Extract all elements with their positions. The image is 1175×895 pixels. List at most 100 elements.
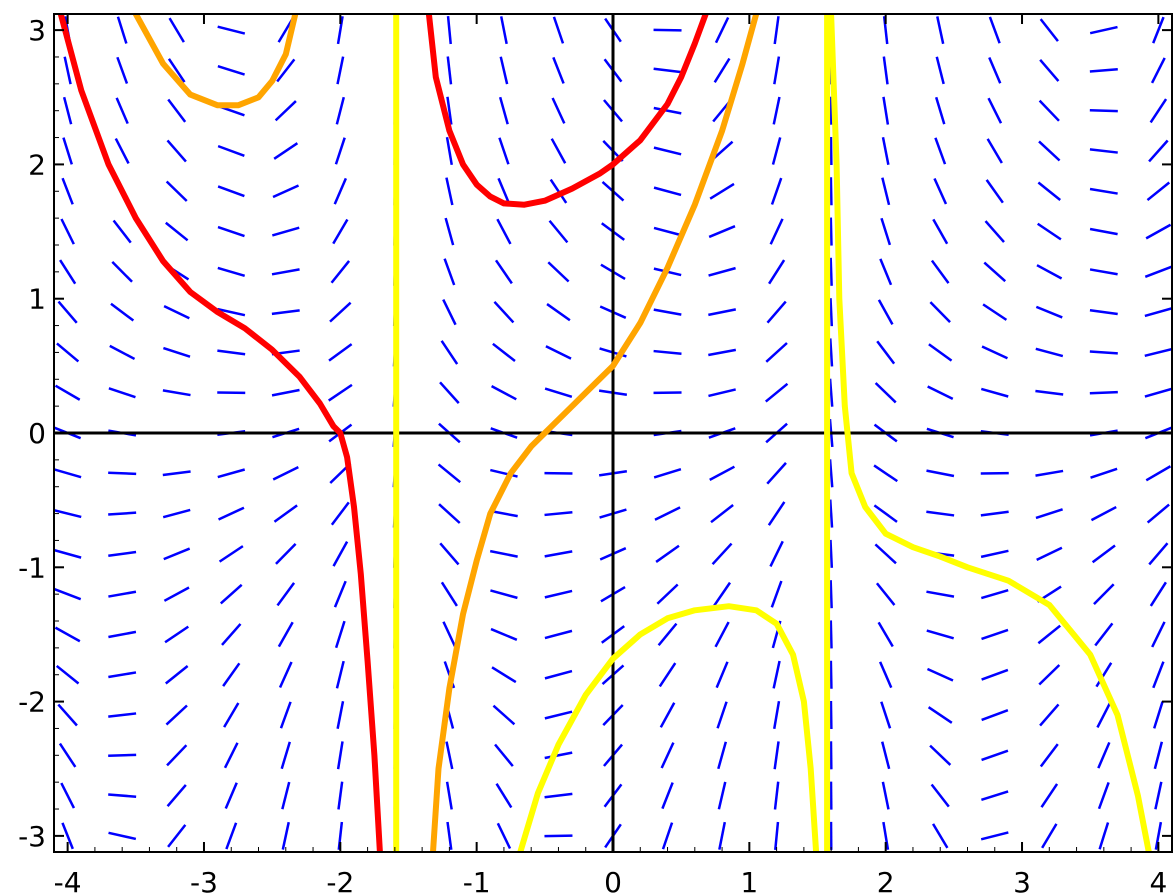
slope-segment xyxy=(163,586,190,602)
slope-segment xyxy=(1089,227,1118,236)
slope-segment xyxy=(489,509,518,518)
slope-segment xyxy=(981,708,1009,722)
slope-segment xyxy=(437,463,462,484)
slope-segment xyxy=(54,626,81,643)
slope-segment xyxy=(876,340,896,365)
slope-segment xyxy=(115,97,129,125)
slope-segment xyxy=(774,821,780,850)
slope-segment xyxy=(661,782,674,810)
slope-segment xyxy=(337,821,344,850)
slope-segment xyxy=(496,822,512,850)
slope-segment xyxy=(281,781,291,810)
slope-segment xyxy=(659,702,676,728)
slope-segment xyxy=(62,137,74,165)
slope-segment xyxy=(928,343,953,362)
solution-curve-3-segment-4 xyxy=(828,14,1152,852)
slope-segment xyxy=(708,308,737,317)
slope-segment xyxy=(981,668,1009,681)
slope-segment xyxy=(494,259,513,285)
slope-segment xyxy=(439,381,460,404)
slope-segment xyxy=(549,178,568,204)
slope-segment xyxy=(1091,544,1116,564)
slope-segment xyxy=(980,589,1009,600)
slope-segment xyxy=(445,741,454,770)
slope-segment xyxy=(1089,268,1118,276)
slope-segment xyxy=(873,464,898,483)
slope-segment xyxy=(544,550,573,558)
slope-segment xyxy=(981,628,1009,641)
slope-segment xyxy=(926,590,955,598)
slope-segment xyxy=(446,821,453,850)
slope-segment xyxy=(934,96,946,125)
slope-segment xyxy=(1144,347,1172,357)
slope-segment xyxy=(874,543,897,565)
slope-segment xyxy=(653,67,682,74)
slope-segment xyxy=(58,742,77,768)
slope-segment xyxy=(708,348,737,357)
slope-segment xyxy=(1152,661,1165,689)
slope-segment xyxy=(217,25,246,35)
slope-segment xyxy=(880,217,892,246)
slope-segment xyxy=(709,465,736,481)
slope-segment xyxy=(773,781,780,810)
slope-segment xyxy=(493,300,515,324)
slope-segment xyxy=(653,349,682,356)
slope-segment xyxy=(225,822,238,850)
slope-segment xyxy=(708,266,736,277)
slope-segment xyxy=(766,300,787,324)
slope-segment xyxy=(328,383,353,402)
solution-curves xyxy=(57,14,1152,852)
slope-segment xyxy=(1039,58,1060,82)
solution-curve-2-segment-2 xyxy=(430,14,760,852)
slope-segment xyxy=(875,582,896,606)
slope-segment xyxy=(1093,583,1115,605)
slope-segment xyxy=(926,629,955,640)
slope-segment xyxy=(544,834,573,838)
slope-segment xyxy=(1089,68,1118,73)
slope-segment xyxy=(772,96,781,125)
slope-segment xyxy=(931,823,949,849)
slope-segment xyxy=(498,137,510,165)
slope-segment xyxy=(655,544,680,563)
slope-segment xyxy=(445,136,453,165)
slope-segment xyxy=(881,781,890,810)
slope-segment xyxy=(981,345,1008,360)
slope-segment xyxy=(1035,508,1063,520)
y-tick-label: 1 xyxy=(28,283,46,316)
slope-segment xyxy=(164,625,190,644)
slope-segment xyxy=(936,16,945,45)
y-tick-label: -2 xyxy=(18,686,46,719)
slope-segment xyxy=(166,139,187,163)
slope-segment xyxy=(984,220,1005,243)
slope-segment xyxy=(544,510,573,517)
slope-segment xyxy=(544,710,573,720)
slope-segment xyxy=(494,743,514,767)
slope-segment xyxy=(271,226,300,237)
slope-segment xyxy=(546,303,571,322)
slope-segment xyxy=(880,701,892,729)
slope-segment xyxy=(54,548,82,559)
slope-segment xyxy=(167,58,186,83)
slope-segment xyxy=(54,384,81,401)
slope-segment xyxy=(708,225,736,239)
slope-segment xyxy=(930,783,950,808)
slope-segment xyxy=(108,590,137,598)
slope-segment xyxy=(878,661,893,689)
slope-segment xyxy=(217,185,245,198)
slope-segment xyxy=(710,503,734,524)
slope-segment xyxy=(438,503,461,524)
slope-segment xyxy=(490,589,518,600)
slope-segment xyxy=(773,701,781,730)
slope-segment xyxy=(1089,148,1118,154)
slope-segment xyxy=(882,821,890,850)
slope-segment xyxy=(492,704,516,726)
slope-segment xyxy=(165,180,188,202)
slope-segment xyxy=(713,57,731,83)
y-tick-label: 3 xyxy=(28,14,46,47)
slope-segment xyxy=(828,459,834,488)
slope-segment xyxy=(217,349,246,356)
slope-segment xyxy=(713,581,732,607)
slope-segment xyxy=(829,499,834,528)
slope-segment xyxy=(829,257,833,286)
slope-segment xyxy=(828,378,834,407)
